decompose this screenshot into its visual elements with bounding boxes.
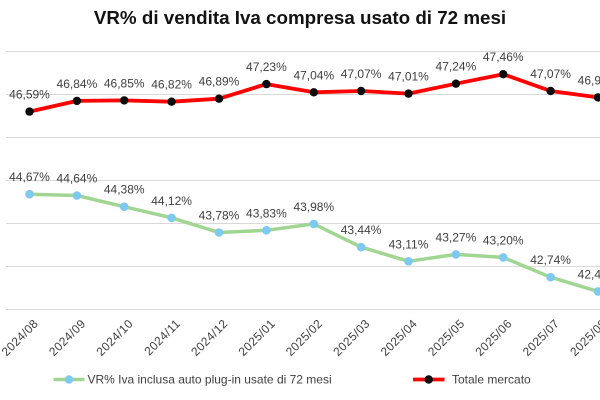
svg-text:2025/01: 2025/01 [236, 317, 278, 359]
svg-text:43,11%: 43,11% [389, 237, 429, 251]
svg-text:2024/08: 2024/08 [0, 317, 41, 359]
svg-text:46,59%: 46,59% [9, 88, 50, 102]
svg-text:44,67%: 44,67% [9, 170, 50, 184]
svg-text:2024/11: 2024/11 [141, 317, 183, 359]
svg-text:Totale mercato: Totale mercato [452, 373, 531, 387]
svg-text:47,07%: 47,07% [530, 67, 571, 81]
svg-text:43,78%: 43,78% [199, 209, 240, 223]
svg-text:2025/04: 2025/04 [378, 317, 420, 359]
svg-text:47,04%: 47,04% [293, 68, 334, 82]
svg-text:46,92%: 46,92% [578, 73, 600, 87]
svg-text:42,74%: 42,74% [530, 253, 571, 267]
svg-text:2025/07: 2025/07 [520, 317, 562, 359]
svg-text:43,20%: 43,20% [483, 233, 524, 247]
svg-text:2024/09: 2024/09 [46, 317, 88, 359]
svg-text:42,41%: 42,41% [578, 267, 600, 281]
svg-text:44,38%: 44,38% [104, 183, 145, 197]
svg-text:2025/08: 2025/08 [567, 317, 600, 359]
svg-text:43,83%: 43,83% [246, 206, 287, 220]
svg-text:47,23%: 47,23% [246, 60, 287, 74]
svg-text:VR% Iva inclusa auto plug-in u: VR% Iva inclusa auto plug-in usate di 72… [88, 373, 332, 387]
svg-text:44,64%: 44,64% [57, 172, 98, 186]
svg-text:46,84%: 46,84% [57, 77, 98, 91]
svg-text:44,12%: 44,12% [151, 194, 192, 208]
svg-text:46,85%: 46,85% [104, 76, 145, 90]
svg-text:2024/12: 2024/12 [188, 317, 230, 359]
svg-text:2025/05: 2025/05 [425, 317, 467, 359]
svg-text:2025/03: 2025/03 [330, 317, 372, 359]
svg-text:46,82%: 46,82% [151, 78, 192, 92]
svg-text:2025/06: 2025/06 [472, 317, 514, 359]
svg-text:2025/02: 2025/02 [283, 317, 325, 359]
svg-text:VR% di vendita Iva compresa us: VR% di vendita Iva compresa usato di 72 … [94, 7, 506, 28]
svg-text:46,89%: 46,89% [199, 75, 240, 89]
svg-text:47,46%: 47,46% [483, 50, 524, 64]
svg-text:43,44%: 43,44% [341, 223, 382, 237]
svg-text:47,07%: 47,07% [341, 67, 382, 81]
svg-text:47,24%: 47,24% [436, 60, 477, 74]
svg-text:43,27%: 43,27% [436, 230, 477, 244]
svg-text:43,98%: 43,98% [293, 200, 334, 214]
svg-text:2024/10: 2024/10 [94, 317, 136, 359]
svg-text:47,01%: 47,01% [388, 70, 429, 84]
